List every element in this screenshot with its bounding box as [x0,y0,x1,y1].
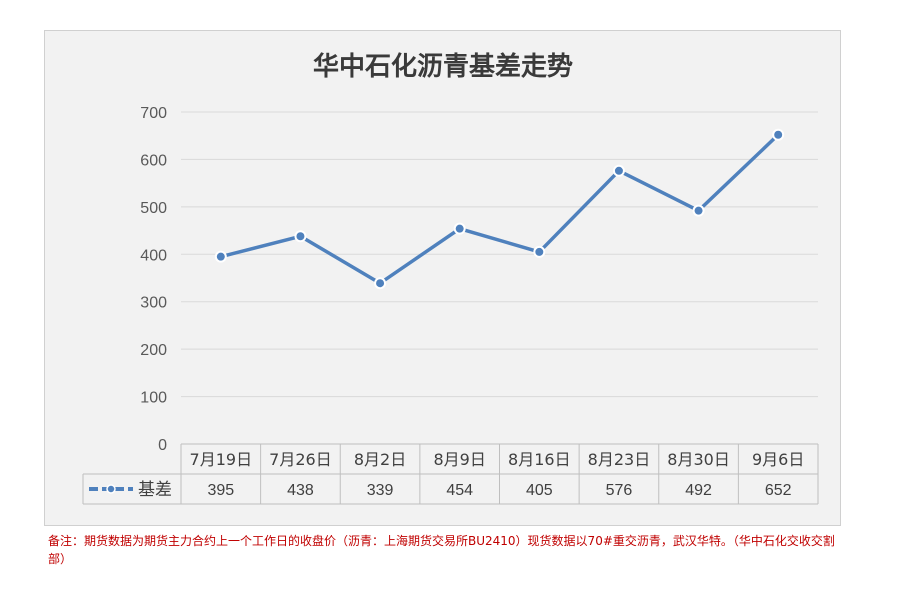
data-table-value: 438 [287,482,314,499]
data-point [533,245,546,258]
y-tick-label: 0 [158,437,167,454]
data-point [692,204,705,217]
data-point [612,164,625,177]
legend-marker-key [106,484,116,494]
x-category-label: 8月2日 [354,450,406,469]
data-table-value: 652 [765,482,792,499]
x-category-label: 8月23日 [588,450,651,469]
chart-title: 华中石化沥青基差走势 [313,51,573,82]
y-tick-label: 700 [140,105,167,122]
line-chart: 华中石化沥青基差走势 0 100 200 300 400 500 600 700 7月19日 7… [82,51,819,505]
data-point [772,128,785,141]
data-table-value: 395 [207,482,234,499]
data-table-value: 576 [606,482,633,499]
footnote: 备注：期货数据为期货主力合约上一个工作日的收盘价（沥青：上海期货交易所BU241… [48,534,835,566]
data-point [294,230,307,243]
data-point [214,250,227,263]
data-table-value: 492 [685,482,712,499]
data-table-value: 339 [367,482,394,499]
x-category-label: 8月16日 [508,450,571,469]
chart-panel: 华中石化沥青基差走势 0 100 200 300 400 500 600 700 7月19日 7… [44,30,841,526]
x-category-label: 9月6日 [752,450,804,469]
series-line-jicha [220,133,780,285]
data-point [453,222,466,235]
y-tick-label: 200 [140,342,167,359]
data-point [374,277,387,290]
x-category-label: 7月19日 [190,450,253,469]
x-category-label: 8月30日 [667,450,730,469]
y-tick-label: 100 [140,390,167,407]
x-category-label: 8月9日 [434,450,486,469]
legend-series-name: 基差 [138,480,172,500]
y-tick-label: 500 [140,200,167,217]
y-tick-label: 300 [140,295,167,312]
y-tick-label: 600 [140,152,167,169]
data-table-value: 454 [446,482,473,499]
y-tick-label: 400 [140,247,167,264]
data-table-value: 405 [526,482,553,499]
x-category-label: 7月26日 [269,450,332,469]
